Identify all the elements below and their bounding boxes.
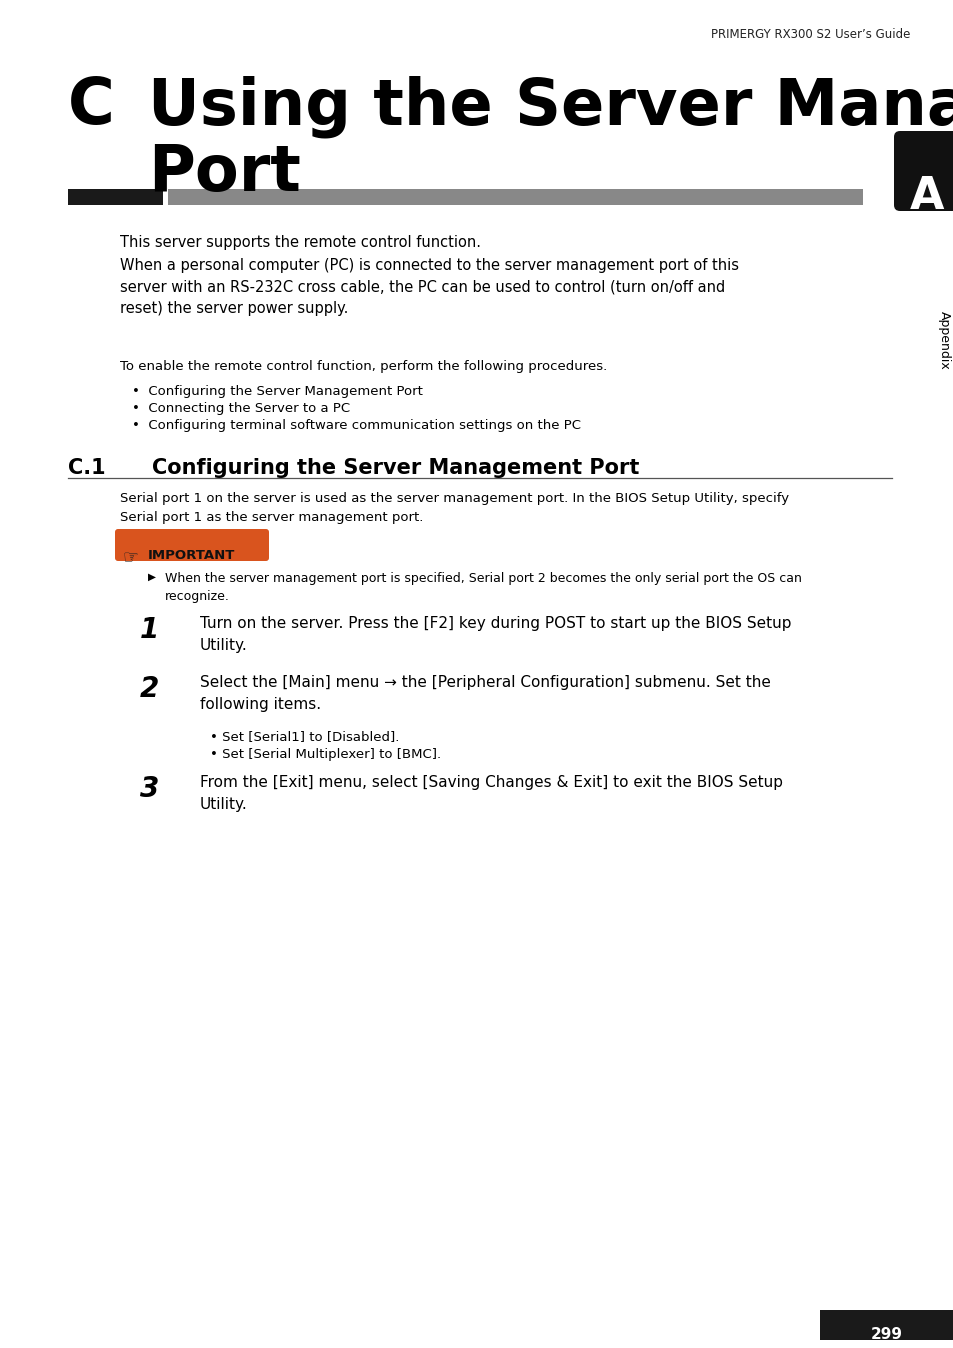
Bar [68, 189, 163, 205]
Text: •  Configuring the Server Management Port: • Configuring the Server Management Port [132, 386, 422, 398]
Text: When a personal computer (PC) is connected to the server management port of this: When a personal computer (PC) is connect… [120, 257, 739, 317]
Text: Appendix: Appendix [937, 310, 949, 369]
Text: •  Configuring terminal software communication settings on the PC: • Configuring terminal software communic… [132, 419, 580, 431]
Text: 2: 2 [140, 675, 159, 704]
Text: ▶: ▶ [148, 572, 156, 582]
Text: Select the [Main] menu → the [Peripheral Configuration] submenu. Set the
followi: Select the [Main] menu → the [Peripheral… [200, 675, 770, 712]
Text: • Set [Serial1] to [Disabled].: • Set [Serial1] to [Disabled]. [210, 731, 399, 743]
Bar [820, 1310, 953, 1340]
Text: Using the Server Management
Port: Using the Server Management Port [148, 75, 953, 205]
Text: •  Connecting the Server to a PC: • Connecting the Server to a PC [132, 402, 350, 415]
Text: Serial port 1 on the server is used as the server management port. In the BIOS S: Serial port 1 on the server is used as t… [120, 492, 788, 523]
Text: Turn on the server. Press the [F2] key during POST to start up the BIOS Setup
Ut: Turn on the server. Press the [F2] key d… [200, 616, 791, 652]
Bar [168, 189, 862, 205]
Text: PRIMERGY RX300 S2 User’s Guide: PRIMERGY RX300 S2 User’s Guide [710, 28, 909, 40]
Text: C: C [68, 75, 114, 137]
Text: A: A [909, 175, 943, 218]
Text: • Set [Serial Multiplexer] to [BMC].: • Set [Serial Multiplexer] to [BMC]. [210, 748, 440, 762]
Text: This server supports the remote control function.: This server supports the remote control … [120, 235, 480, 249]
Text: 1: 1 [140, 616, 159, 644]
FancyBboxPatch shape [893, 131, 953, 212]
Text: 3: 3 [140, 775, 159, 803]
Text: To enable the remote control function, perform the following procedures.: To enable the remote control function, p… [120, 360, 607, 373]
Text: When the server management port is specified, Serial port 2 becomes the only ser: When the server management port is speci… [165, 572, 801, 603]
FancyBboxPatch shape [115, 528, 269, 561]
Text: ☞: ☞ [122, 549, 138, 566]
Text: From the [Exit] menu, select [Saving Changes & Exit] to exit the BIOS Setup
Util: From the [Exit] menu, select [Saving Cha… [200, 775, 782, 811]
Text: 299: 299 [870, 1326, 902, 1343]
Text: C.1: C.1 [68, 458, 106, 479]
Text: IMPORTANT: IMPORTANT [148, 549, 235, 562]
Text: Configuring the Server Management Port: Configuring the Server Management Port [152, 458, 639, 479]
